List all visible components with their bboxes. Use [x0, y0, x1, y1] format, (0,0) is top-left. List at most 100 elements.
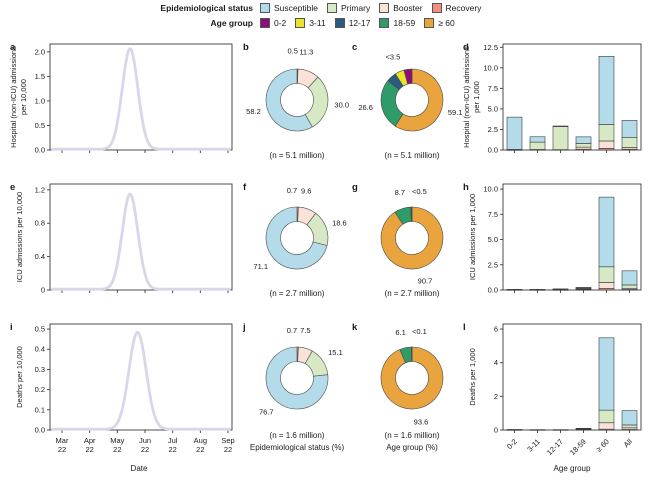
y-tick-label: 0.0 — [35, 426, 45, 435]
plot-frame — [502, 43, 642, 151]
y-tick-label: 0.1 — [35, 405, 45, 414]
legend-item-label: Susceptible — [274, 3, 318, 13]
panel-letter: h — [463, 182, 469, 193]
legend-item-recovery: Recovery — [431, 3, 482, 13]
donut-slice-label: 7.5 — [300, 326, 310, 335]
bar-segment-susceptible — [529, 136, 546, 143]
legend-swatch-icon — [260, 3, 270, 13]
legend-swatch-icon — [334, 18, 345, 28]
y-tick-label: 0.8 — [35, 219, 45, 228]
panel-a: 0.0 0.5 1.0 1.5 2.0 Hospital (non-ICU) admiss… — [9, 42, 233, 155]
y-tick-label: 0.2 — [35, 385, 45, 394]
donut-slice-label: 11.3 — [299, 47, 313, 56]
y-tick-label: 5.0 — [488, 235, 498, 244]
panel-j: j 0.7 7.5 15.1 76.7 (n = 1.6 million) Epidemio… — [242, 322, 345, 452]
donut-caption: (n = 2.7 million) — [385, 289, 440, 298]
bar-segment-booster — [575, 146, 592, 150]
legend-item-booster: Booster — [379, 3, 423, 13]
x-tick-label: 0-2 — [505, 437, 519, 451]
panel-letter: j — [242, 322, 246, 333]
x-tick-label: 3-11 — [525, 437, 542, 454]
legend-item-label: Booster — [393, 3, 423, 13]
x-tick-label: 12-17 — [545, 437, 565, 457]
bar-segment-primary — [552, 126, 569, 150]
bar-segment-primary — [575, 143, 592, 148]
legend-item-0-2: 0-2 — [260, 18, 286, 28]
legend-swatch-icon — [431, 3, 442, 13]
plot-frame — [49, 183, 233, 291]
x-tick-label: May — [110, 436, 124, 445]
donut-slice-label: 15.1 — [328, 348, 343, 357]
bar-segment-susceptible — [575, 287, 592, 289]
legend-swatch-icon — [260, 18, 270, 28]
x-tick-label: ≥ 60 — [594, 437, 611, 454]
legend-item-label: Recovery — [445, 3, 482, 13]
bar-segment-booster — [598, 422, 615, 430]
legend-epidemiological-status: Epidemiological status Susceptible Primar… — [150, 3, 490, 13]
x-tick-label: 22 — [58, 445, 66, 454]
donut-slice-label: 0.7 — [287, 326, 297, 335]
legend-item-18-59: 18-59 — [379, 18, 415, 28]
y-tick-label: 0.0 — [488, 286, 498, 295]
bar-segment-primary — [621, 284, 638, 289]
panel-l: 0 2 4 6 Deaths per 1,000 l 0-2 3-11 12-17 18-59 ≥ … — [463, 322, 642, 473]
donut-slice-susceptible — [265, 346, 329, 410]
y-tick-label: 2 — [494, 392, 498, 401]
plot-frame — [49, 43, 233, 151]
legend-swatch-icon — [379, 18, 390, 28]
donut-caption: (n = 5.1 million) — [270, 151, 325, 160]
x-tick-label: 22 — [168, 445, 176, 454]
bar-segment-primary — [529, 141, 546, 150]
donut-slice-age_0_2 — [403, 68, 413, 85]
bar-segment-susceptible — [598, 337, 615, 411]
y-tick-label: 0.3 — [35, 365, 45, 374]
bar-segment-susceptible — [575, 136, 592, 144]
legend-item-label: 3-11 — [309, 18, 326, 28]
bar-segment-booster — [598, 282, 615, 289]
plot-frame — [502, 183, 642, 291]
legend-age-group: Age group 0-2 3-11 12-17 18-59 ≥ 60 — [150, 18, 464, 28]
donut-slice-label: <0.1 — [412, 327, 427, 336]
y-axis-title: per 10,000 — [19, 79, 28, 115]
donut-caption: (n = 1.6 million) — [270, 431, 325, 440]
donut-slice-label: 71.1 — [253, 262, 268, 271]
donut-slice-label: 0.5 — [288, 47, 298, 56]
legend-item-label: 18-59 — [393, 18, 416, 28]
bar-segment-primary — [598, 409, 615, 424]
panel-letter: f — [243, 182, 247, 193]
x-tick-label: Sep — [221, 436, 234, 445]
plot-frame — [502, 323, 642, 431]
panel-letter: b — [243, 42, 249, 53]
legend-item-3-11: 3-11 — [295, 18, 326, 28]
y-tick-label: 0 — [494, 426, 498, 435]
donut-slice-label: <0.5 — [412, 187, 427, 196]
y-axis-title: Deaths per 10,000 — [15, 346, 24, 408]
panel-h: 0.0 2.5 5.0 7.5 10.0 ICU admissions per 1,000… — [463, 182, 642, 295]
bar-segment-susceptible — [506, 116, 523, 150]
donut-slice-label: 30.0 — [334, 101, 349, 110]
y-tick-label: 0.5 — [35, 325, 45, 334]
donut-slice-susceptible — [265, 68, 313, 132]
x-tick-label: Jul — [168, 436, 178, 445]
x-tick-label: Aug — [194, 436, 207, 445]
y-tick-label: 0 — [41, 286, 45, 295]
panel-letter: g — [352, 182, 358, 193]
legend-item-susceptible: Susceptible — [260, 3, 318, 13]
legend-swatch-icon — [295, 18, 306, 28]
y-axis-title: ICU admissions per 1,000 — [468, 194, 477, 280]
donut-axis-title: Epidemiological status (%) — [250, 443, 345, 452]
donut-slice-label: 18.6 — [332, 219, 347, 228]
epidemic-curve — [51, 47, 232, 151]
panel-g: g 90.7 8.7 <0.5 (n = 2.7 million) — [352, 182, 444, 298]
bar-segment-susceptible — [575, 428, 592, 430]
panel-letter: a — [10, 42, 16, 53]
donut-slice-label: 76.7 — [259, 408, 274, 417]
panel-letter: l — [463, 322, 466, 333]
y-tick-label: 10.0 — [483, 185, 498, 194]
donut-slice-susceptible — [265, 206, 328, 270]
epidemic-curve — [51, 192, 232, 291]
panel-letter: c — [352, 42, 357, 53]
y-tick-label: 1.2 — [35, 185, 45, 194]
y-tick-label: 1.0 — [35, 96, 45, 105]
